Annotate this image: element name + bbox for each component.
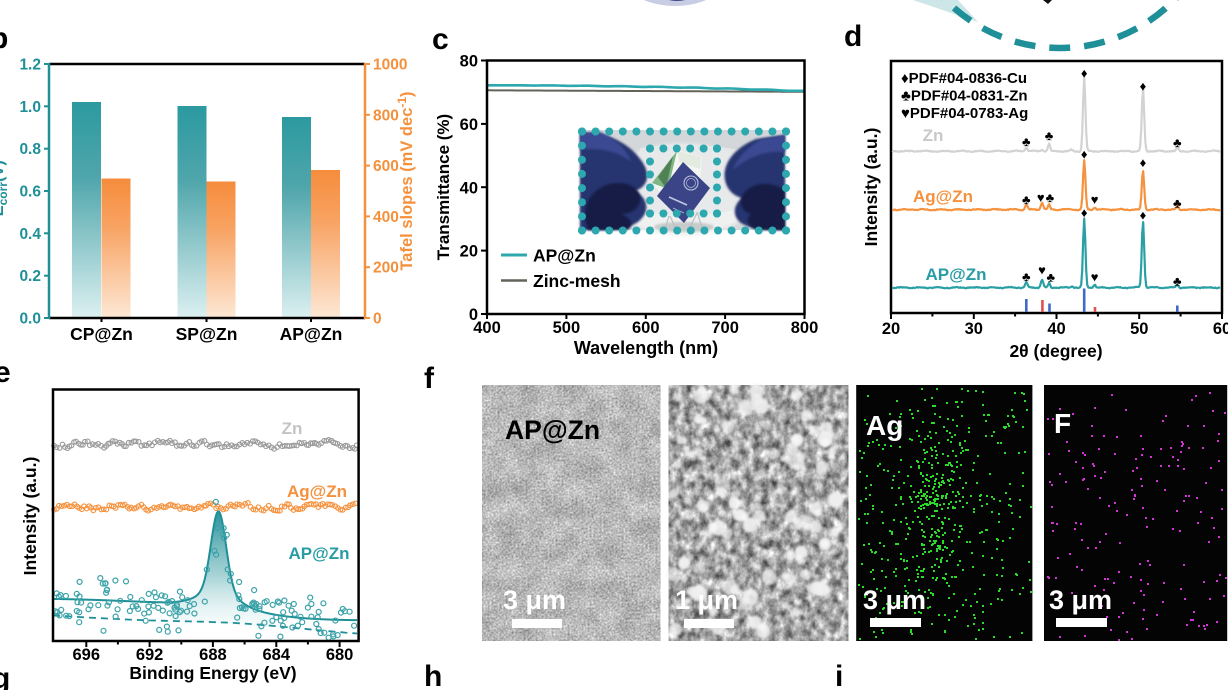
svg-text:♦: ♦: [1081, 66, 1088, 81]
svg-text:b: b: [0, 22, 8, 55]
svg-text:♦: ♦: [1081, 147, 1088, 162]
svg-text:60: 60: [1213, 320, 1228, 338]
svg-text:0.0: 0.0: [19, 311, 41, 328]
svg-text:AP@Zn: AP@Zn: [289, 544, 350, 563]
svg-text:696: 696: [72, 646, 100, 664]
svg-text:AP@Zn: AP@Zn: [926, 265, 987, 284]
svg-text:Binding Energy (eV): Binding Energy (eV): [129, 663, 296, 683]
svg-text:800: 800: [791, 319, 819, 337]
svg-text:1000: 1000: [373, 57, 407, 74]
svg-text:30: 30: [965, 320, 983, 338]
svg-text:3 μm: 3 μm: [503, 585, 566, 615]
svg-text:♣: ♣: [1045, 128, 1054, 143]
svg-text:2θ (degree): 2θ (degree): [1009, 341, 1102, 361]
svg-text:800: 800: [373, 107, 399, 124]
svg-text:Intensity (a.u.): Intensity (a.u.): [861, 128, 881, 247]
svg-text:♦: ♦: [1140, 155, 1147, 170]
svg-text:0.6: 0.6: [19, 184, 41, 201]
svg-text:60: 60: [460, 116, 478, 134]
svg-text:Zn: Zn: [923, 126, 944, 145]
svg-text:d: d: [844, 20, 862, 53]
svg-text:♦: ♦: [1140, 79, 1147, 94]
svg-text:Tafel slopes (mV dec-1): Tafel slopes (mV dec-1): [395, 91, 416, 270]
svg-text:f: f: [424, 362, 435, 395]
svg-text:0: 0: [373, 311, 382, 328]
svg-text:0.4: 0.4: [19, 226, 41, 243]
svg-text:AP@Zn: AP@Zn: [533, 246, 596, 266]
svg-text:Transmittance (%): Transmittance (%): [434, 114, 453, 260]
svg-text:♥: ♥: [1091, 270, 1099, 285]
svg-text:Zinc-mesh: Zinc-mesh: [533, 271, 621, 291]
svg-text:0.2: 0.2: [19, 268, 41, 285]
svg-text:♣: ♣: [1046, 270, 1055, 285]
svg-text:♦PDF#04-0836-Cu: ♦PDF#04-0836-Cu: [901, 70, 1027, 87]
svg-text:Wavelength (nm): Wavelength (nm): [574, 338, 718, 358]
svg-text:600: 600: [373, 158, 399, 175]
svg-text:♣: ♣: [1173, 274, 1182, 289]
svg-text:1.2: 1.2: [19, 57, 41, 74]
svg-text:3 μm: 3 μm: [1049, 585, 1112, 615]
svg-text:♥PDF#04-0783-Ag: ♥PDF#04-0783-Ag: [901, 105, 1028, 122]
svg-text:40: 40: [1047, 320, 1065, 338]
svg-text:♥: ♥: [1091, 192, 1099, 207]
svg-text:80: 80: [460, 53, 478, 71]
svg-text:♥: ♥: [1038, 263, 1046, 278]
svg-text:Ag@Zn: Ag@Zn: [287, 482, 347, 501]
svg-text:Ag: Ag: [866, 410, 903, 441]
svg-text:Zn: Zn: [282, 419, 303, 438]
svg-text:♣: ♣: [1173, 135, 1182, 150]
svg-text:692: 692: [136, 646, 164, 664]
svg-text:684: 684: [262, 646, 290, 664]
svg-text:400: 400: [473, 319, 501, 337]
svg-text:40: 40: [460, 179, 478, 197]
svg-text:680: 680: [326, 646, 354, 664]
svg-text:SP@Zn: SP@Zn: [176, 324, 238, 344]
svg-text:500: 500: [553, 319, 581, 337]
svg-text:Ag@Zn: Ag@Zn: [913, 187, 973, 206]
svg-text:400: 400: [373, 209, 399, 226]
svg-text:AP@Zn: AP@Zn: [505, 415, 600, 445]
svg-text:F: F: [1054, 408, 1071, 439]
svg-text:e: e: [0, 356, 11, 389]
svg-text:♦: ♦: [1140, 208, 1147, 223]
svg-text:Intensity (a.u.): Intensity (a.u.): [20, 457, 40, 576]
svg-text:0.8: 0.8: [19, 141, 41, 158]
svg-text:0: 0: [469, 306, 478, 324]
svg-text:♣: ♣: [1022, 192, 1031, 207]
svg-text:688: 688: [199, 646, 227, 664]
svg-text:600: 600: [632, 319, 660, 337]
svg-text:h: h: [424, 660, 442, 690]
svg-text:♣: ♣: [1046, 190, 1055, 205]
svg-text:g: g: [0, 662, 10, 690]
svg-text:3 μm: 3 μm: [863, 585, 926, 615]
svg-text:50: 50: [1130, 320, 1148, 338]
svg-text:AP@Zn: AP@Zn: [280, 324, 343, 344]
svg-text:♦: ♦: [1081, 205, 1088, 220]
svg-text:i: i: [835, 660, 843, 690]
svg-text:c: c: [432, 23, 449, 56]
svg-text:-Ecorr(V): -Ecorr(V): [0, 160, 10, 222]
svg-text:700: 700: [711, 319, 739, 337]
svg-text:♣PDF#04-0831-Zn: ♣PDF#04-0831-Zn: [901, 88, 1028, 105]
svg-text:20: 20: [882, 320, 900, 338]
svg-text:20: 20: [460, 243, 478, 261]
svg-text:♣: ♣: [1173, 196, 1182, 211]
svg-text:CP@Zn: CP@Zn: [70, 324, 133, 344]
svg-text:♣: ♣: [1022, 134, 1031, 149]
svg-text:1 μm: 1 μm: [675, 585, 738, 615]
svg-text:♣: ♣: [1022, 269, 1031, 284]
svg-text:200: 200: [373, 260, 399, 277]
svg-text:1.0: 1.0: [19, 99, 41, 116]
svg-text:♥: ♥: [1037, 190, 1045, 205]
